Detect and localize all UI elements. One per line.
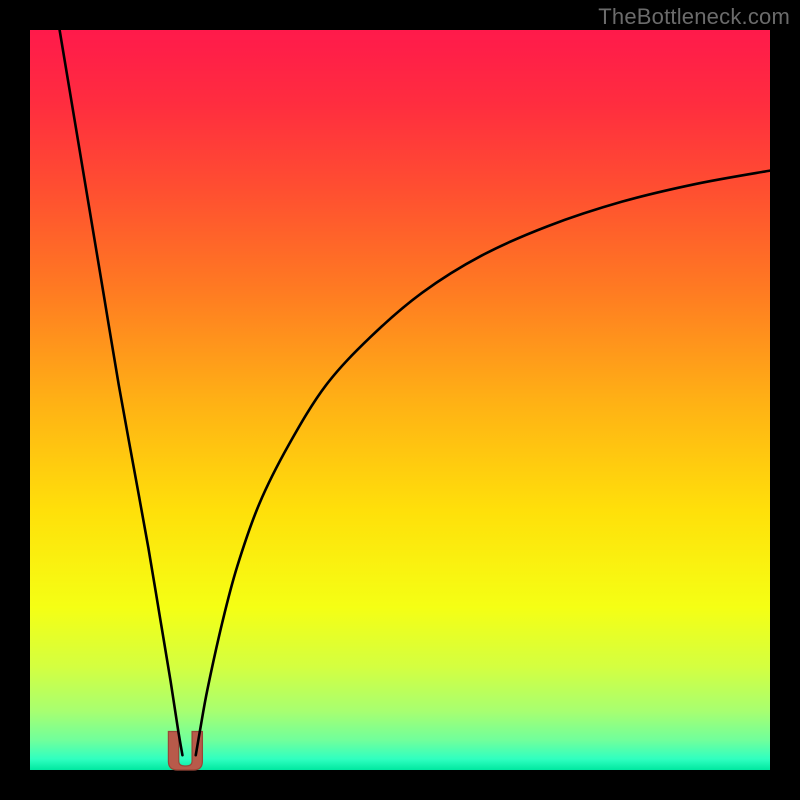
bottleneck-curve-plot: [0, 0, 800, 800]
plot-area: [30, 30, 770, 770]
watermark-text: TheBottleneck.com: [598, 4, 790, 30]
